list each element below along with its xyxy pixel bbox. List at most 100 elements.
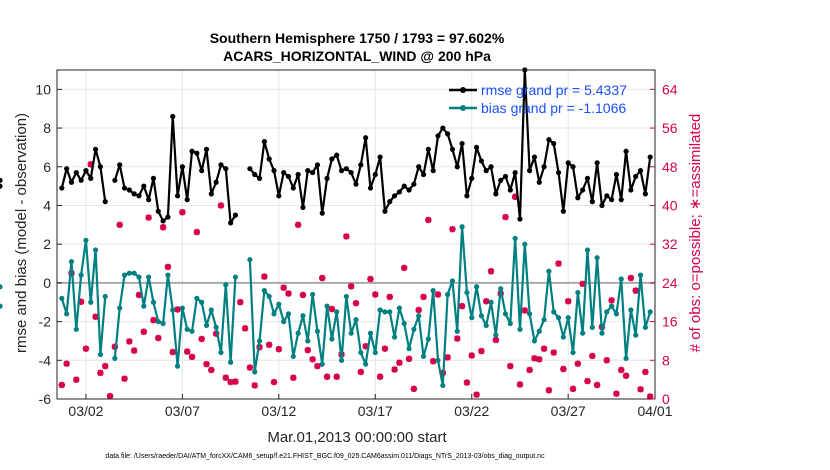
y-right-tick-label: 8 xyxy=(662,352,670,368)
assimilated-count-marker xyxy=(425,216,432,224)
bias-point xyxy=(498,286,504,292)
bias-point xyxy=(382,309,388,315)
y-right-tick-label: 32 xyxy=(662,236,678,252)
bias-point xyxy=(551,309,557,315)
bias-point xyxy=(580,330,586,336)
assimilated-count-marker xyxy=(294,221,302,229)
rmse-point xyxy=(608,197,615,203)
rmse-point xyxy=(618,197,624,203)
chart-title-line-1: Southern Hemisphere 1750 / 1793 = 97.602… xyxy=(210,30,505,46)
assimilated-count-marker xyxy=(314,362,321,370)
bias-point xyxy=(594,255,600,261)
rmse-point xyxy=(416,164,422,170)
bias-point xyxy=(454,328,460,334)
assimilated-count-marker xyxy=(362,343,369,350)
assimilated-count-marker xyxy=(478,347,485,355)
assimilated-count-marker xyxy=(111,343,119,350)
bias-point xyxy=(319,361,325,367)
rmse-point xyxy=(507,187,513,193)
assimilated-count-marker xyxy=(319,274,326,282)
rmse-point xyxy=(445,131,451,137)
bias-point xyxy=(329,336,335,342)
bias-point xyxy=(0,303,3,309)
rmse-point xyxy=(430,168,436,174)
rmse-point xyxy=(88,175,94,181)
bias-point xyxy=(309,291,316,298)
bias-point xyxy=(440,382,446,389)
bias-point xyxy=(338,357,345,363)
assimilated-count-marker xyxy=(468,352,475,359)
assimilated-count-marker xyxy=(410,385,418,393)
bias-point xyxy=(445,291,451,298)
rmse-point xyxy=(420,171,427,178)
bias-point xyxy=(546,268,552,274)
rmse-point xyxy=(194,150,200,156)
assimilated-count-marker xyxy=(492,336,500,344)
assimilated-count-marker xyxy=(323,373,331,380)
assimilated-count-marker xyxy=(632,287,639,294)
y-right-tick-label: 24 xyxy=(662,275,678,291)
bias-point xyxy=(348,330,354,336)
bias-point xyxy=(203,322,210,329)
bias-point xyxy=(271,311,277,317)
assimilated-count-marker xyxy=(386,293,393,301)
bias-point xyxy=(584,247,591,253)
bias-point xyxy=(464,289,470,296)
grid xyxy=(57,70,656,400)
bias-point xyxy=(68,258,75,265)
assimilated-count-marker xyxy=(555,260,562,267)
assimilated-count-marker xyxy=(642,368,649,376)
rmse-point xyxy=(637,168,644,174)
x-tick-label: 03/02 xyxy=(68,403,103,419)
bias-point xyxy=(102,293,108,300)
rmse-point xyxy=(536,179,542,185)
assimilated-count-marker xyxy=(265,341,273,349)
bias-point xyxy=(469,315,475,321)
rmse-point xyxy=(73,169,79,176)
assimilated-count-marker xyxy=(415,306,422,314)
assimilated-count-marker xyxy=(502,213,509,221)
bias-point xyxy=(324,303,330,309)
assimilated-count-marker xyxy=(347,283,355,290)
rmse-point xyxy=(459,140,465,147)
rmse-point xyxy=(64,166,70,172)
rmse-point xyxy=(126,187,132,193)
assimilated-count-marker xyxy=(237,299,244,306)
rmse-point xyxy=(613,171,620,178)
assimilated-count-marker xyxy=(536,356,543,363)
assimilated-count-marker xyxy=(405,355,413,363)
assimilated-count-marker xyxy=(574,360,582,367)
assimilated-count-marker xyxy=(627,274,635,282)
rmse-point xyxy=(473,144,480,151)
assimilated-count-marker xyxy=(458,302,466,310)
rmse-point xyxy=(276,193,282,199)
rmse-point xyxy=(83,168,89,174)
bias-point xyxy=(555,315,562,321)
bias-point xyxy=(430,288,436,294)
bias-point xyxy=(146,274,152,280)
bias-point xyxy=(473,284,480,290)
bias-point xyxy=(78,272,84,278)
bias-point xyxy=(59,295,65,301)
rmse-point xyxy=(498,177,504,183)
bias-point xyxy=(64,311,70,317)
rmse-point xyxy=(604,193,610,199)
rmse-point xyxy=(584,175,591,181)
rmse-point xyxy=(425,146,431,152)
assimilated-count-marker xyxy=(637,386,644,393)
bias-point xyxy=(478,313,484,319)
assimilated-count-marker xyxy=(77,298,85,305)
bias-point xyxy=(285,311,292,317)
rmse-point xyxy=(266,156,272,162)
assimilated-count-marker xyxy=(531,355,538,362)
assimilated-count-marker xyxy=(444,354,451,361)
rmse-point xyxy=(454,164,460,170)
assimilated-count-marker xyxy=(483,298,490,305)
rmse-point xyxy=(377,154,383,160)
bias-point xyxy=(435,357,441,363)
y-tick-label: -2 xyxy=(39,314,52,330)
assimilated-count-marker xyxy=(102,362,109,370)
rmse-point xyxy=(628,187,634,193)
x-tick-label: 03/07 xyxy=(165,403,200,419)
bias-point xyxy=(223,282,229,288)
